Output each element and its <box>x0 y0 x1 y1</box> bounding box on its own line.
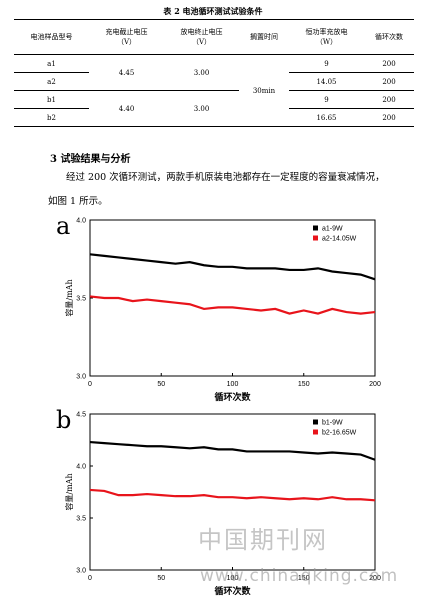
section-heading: 3 试验结果与分析 <box>50 154 131 165</box>
cell: 200 <box>364 72 414 91</box>
legend-label: a1-9W <box>322 226 343 233</box>
y-tick-label: 3.5 <box>76 296 86 303</box>
x-tick-label: 0 <box>88 575 92 582</box>
text: 搁置时间 <box>250 33 278 41</box>
x-tick-label: 100 <box>227 575 239 582</box>
header-cell: 放电终止电压 （V） <box>164 19 239 55</box>
table-title: 表 2 电池循环测试试验条件 <box>163 6 263 16</box>
cell: b1 <box>14 90 89 109</box>
x-tick-label: 50 <box>157 575 165 582</box>
header-cell: 搁置时间 <box>239 19 289 55</box>
text: 恒功率充放电 <box>305 28 348 36</box>
text: 电池样品型号 <box>30 33 73 41</box>
x-tick-label: 0 <box>88 381 92 388</box>
text: 充电截止电压 <box>105 28 148 36</box>
panel-label: a <box>56 212 70 240</box>
text: 放电终止电压 <box>180 28 223 36</box>
header-row: 电池样品型号 充电截止电压 （V） 放电终止电压 （V） 搁置时间 恒功率充放电 （W… <box>14 19 414 55</box>
legend-label: a2-14.05W <box>322 236 357 243</box>
series-line <box>89 440 376 461</box>
watermark-url: www.chinaqking.com <box>200 566 399 586</box>
y-axis-label: 容量/mAh <box>64 279 74 316</box>
series-line <box>89 488 376 502</box>
paragraph: 经过 200 次循环测试，两款手机原装电池都存在一定程度的容量衰减情况，如图 1… <box>48 172 385 207</box>
row: b1 4.40 3.00 9 200 <box>14 90 414 127</box>
text: （W） <box>315 38 338 46</box>
x-axis-label: 循环次数 <box>214 585 251 597</box>
text: 循环次数 <box>375 33 403 41</box>
series-line <box>89 295 376 315</box>
y-tick-label: 3.0 <box>76 568 86 575</box>
y-tick-label: 3.5 <box>76 516 86 523</box>
header-cell: 循环次数 <box>364 19 414 55</box>
plot-frame <box>89 219 376 377</box>
legend-swatch <box>313 235 318 241</box>
x-tick-label: 50 <box>157 381 165 388</box>
header-cell: 恒功率充放电 （W） <box>289 19 364 55</box>
x-tick-label: 200 <box>369 575 381 582</box>
legend-swatch <box>313 419 318 425</box>
y-tick-label: 4.0 <box>76 218 86 225</box>
row: b2 16.65 200 <box>14 108 414 127</box>
legend-label: b1-9W <box>322 420 343 427</box>
table: 电池样品型号 充电截止电压 （V） 放电终止电压 （V） 搁置时间 恒功率充放电 （W… <box>14 19 414 127</box>
x-tick-label: 100 <box>227 381 239 388</box>
panel-label: b <box>56 406 71 434</box>
cell: a2 <box>14 72 89 91</box>
text: （V） <box>116 38 137 46</box>
series-line <box>89 253 376 281</box>
header-cell: 电池样品型号 <box>14 19 89 55</box>
x-axis-label: 循环次数 <box>214 391 251 403</box>
cell: 3.00 <box>164 90 239 127</box>
cell: 14.05 <box>289 72 364 91</box>
legend-swatch <box>313 429 318 435</box>
cell: 200 <box>364 90 414 109</box>
y-tick-label: 4.0 <box>76 464 86 471</box>
cell: 4.45 <box>89 54 164 91</box>
text: （V） <box>191 38 212 46</box>
x-tick-label: 150 <box>298 575 310 582</box>
watermark-logo: 中国期刊网 <box>198 526 328 554</box>
chart: 0 50 100 150 200 3.0 3.5 4.0 4.5 循环次数 容量/mAh b b1-9W… <box>56 406 381 597</box>
x-tick-label: 150 <box>298 381 310 388</box>
cell: 9 <box>289 90 364 109</box>
cell: 9 <box>289 54 364 73</box>
cell: 200 <box>364 108 414 127</box>
y-tick-label: 3.0 <box>76 374 86 381</box>
row: a1 4.45 3.00 30min 9 200 <box>14 54 414 127</box>
cell: 200 <box>364 54 414 73</box>
cell: 30min <box>239 54 289 127</box>
chart: 0 50 100 150 200 3.0 3.5 4.0 循环次数 容量/mAh a a1-9W a2-… <box>56 212 381 403</box>
cell: a1 <box>14 54 89 73</box>
legend-label: b2-16.65W <box>322 430 357 437</box>
header-cell: 充电截止电压 （V） <box>89 19 164 55</box>
y-axis-label: 容量/mAh <box>64 473 74 510</box>
cell: 4.40 <box>89 90 164 127</box>
cell: b2 <box>14 108 89 127</box>
cell: 3.00 <box>164 54 239 91</box>
cell: 16.65 <box>289 108 364 127</box>
x-tick-label: 200 <box>369 381 381 388</box>
legend-swatch <box>313 225 318 231</box>
y-tick-label: 4.5 <box>76 412 86 419</box>
row: a2 14.05 200 <box>14 72 414 91</box>
